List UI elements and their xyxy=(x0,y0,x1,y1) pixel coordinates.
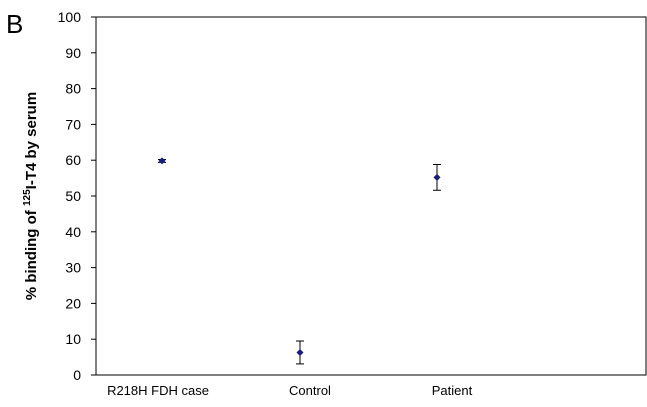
data-point xyxy=(158,157,166,165)
data-point xyxy=(433,173,441,181)
plot-frame xyxy=(95,16,647,376)
x-tick-label: R218H FDH case xyxy=(107,383,209,398)
x-tick-label: Patient xyxy=(432,383,473,398)
y-tick-label: 50 xyxy=(65,188,81,204)
x-ticks: R218H FDH case Control Patient xyxy=(107,383,473,398)
y-ticks: 0 10 20 30 40 50 60 70 80 90 100 xyxy=(58,9,96,383)
data-marks xyxy=(158,157,441,365)
y-tick-label: 80 xyxy=(65,81,81,97)
y-tick-label: 30 xyxy=(65,260,81,276)
y-axis-label: % binding of 125I-T4 by serum xyxy=(22,92,40,300)
y-tick-label: 0 xyxy=(73,367,81,383)
data-point xyxy=(296,348,304,356)
x-tick-label: Control xyxy=(289,383,331,398)
axes xyxy=(95,16,647,376)
panel-label: B xyxy=(6,9,23,39)
y-tick-label: 60 xyxy=(65,152,81,168)
y-tick-label: 20 xyxy=(65,295,81,311)
y-tick-label: 70 xyxy=(65,116,81,132)
y-tick-label: 100 xyxy=(58,9,82,25)
y-tick-label: 90 xyxy=(65,45,81,61)
y-tick-label: 10 xyxy=(65,331,81,347)
y-tick-label: 40 xyxy=(65,224,81,240)
